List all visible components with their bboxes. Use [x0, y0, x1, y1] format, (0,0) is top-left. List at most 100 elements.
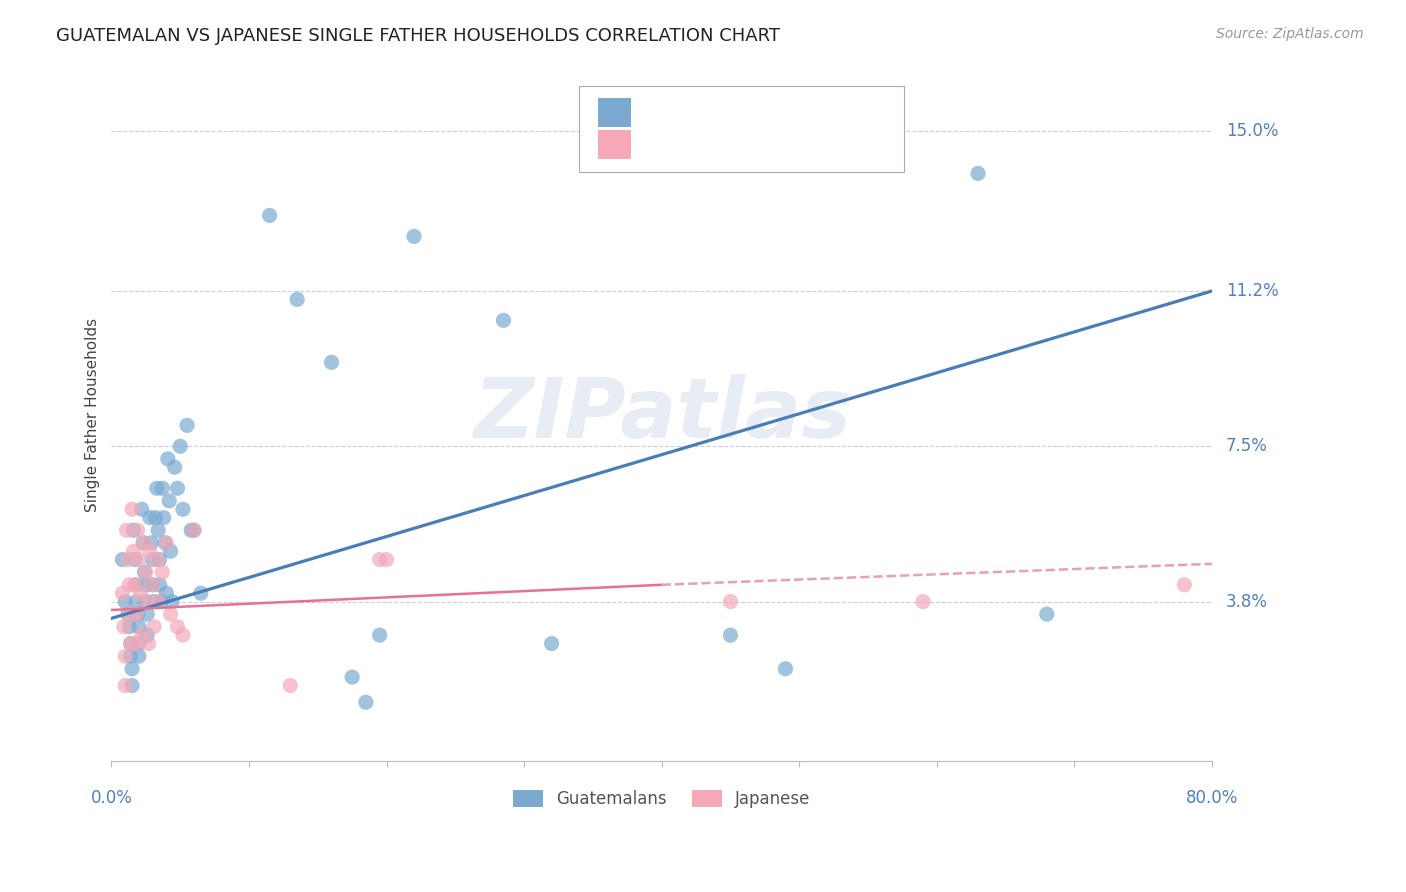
Point [112, 620, 135, 634]
Point [125, 607, 148, 622]
Point [128, 636, 150, 650]
Point [321, 355, 343, 369]
Point [135, 565, 157, 579]
Point [114, 594, 136, 608]
FancyBboxPatch shape [598, 97, 631, 127]
Point [143, 620, 166, 634]
Point [115, 523, 138, 537]
Point [180, 523, 202, 537]
Legend: Guatemalans, Japanese: Guatemalans, Japanese [506, 783, 817, 815]
Point [152, 510, 174, 524]
Text: 0.0%: 0.0% [90, 789, 132, 807]
Text: 15.0%: 15.0% [1226, 122, 1278, 140]
Point [111, 552, 134, 566]
Point [155, 536, 177, 550]
Point [148, 552, 170, 566]
Point [143, 594, 166, 608]
Point [142, 578, 165, 592]
Point [368, 552, 391, 566]
Point [1036, 607, 1059, 622]
Text: 3.8%: 3.8% [1226, 592, 1268, 611]
Point [285, 293, 308, 307]
Point [183, 523, 205, 537]
Point [163, 460, 186, 475]
Point [120, 649, 142, 664]
Point [402, 229, 425, 244]
FancyBboxPatch shape [579, 86, 904, 172]
Point [136, 628, 159, 642]
Text: R =  0.522   N = 64: R = 0.522 N = 64 [647, 103, 824, 121]
Point [125, 636, 148, 650]
Point [121, 662, 143, 676]
Point [135, 594, 157, 608]
Text: 80.0%: 80.0% [1185, 789, 1239, 807]
Text: ZIPatlas: ZIPatlas [472, 375, 851, 455]
Point [131, 628, 153, 642]
Point [1173, 578, 1195, 592]
Point [176, 418, 198, 433]
Point [117, 607, 139, 622]
Point [114, 649, 136, 664]
Point [146, 552, 169, 566]
Point [183, 523, 205, 537]
Point [122, 523, 145, 537]
Point [159, 544, 181, 558]
Point [145, 510, 167, 524]
Point [911, 594, 934, 608]
Point [127, 523, 149, 537]
Point [160, 594, 183, 608]
Text: Source: ZipAtlas.com: Source: ZipAtlas.com [1216, 27, 1364, 41]
Point [720, 594, 742, 608]
Point [124, 552, 146, 566]
Point [259, 209, 281, 223]
Point [150, 481, 173, 495]
Point [136, 594, 159, 608]
Point [720, 628, 742, 642]
Point [166, 620, 188, 634]
Point [118, 578, 141, 592]
Point [148, 523, 170, 537]
Point [114, 679, 136, 693]
Point [135, 578, 157, 592]
Text: R =  0.060   N = 39: R = 0.060 N = 39 [647, 136, 824, 153]
Point [117, 552, 139, 566]
Point [375, 552, 398, 566]
Point [120, 636, 142, 650]
Point [128, 649, 150, 664]
Point [134, 565, 156, 579]
Point [121, 679, 143, 693]
Point [139, 510, 162, 524]
Point [278, 679, 301, 693]
Point [148, 578, 170, 592]
Point [967, 166, 990, 180]
FancyBboxPatch shape [598, 130, 631, 160]
Point [157, 493, 180, 508]
Point [127, 607, 149, 622]
Y-axis label: Single Father Households: Single Father Households [86, 318, 100, 512]
Point [150, 565, 173, 579]
Point [129, 586, 152, 600]
Point [138, 636, 160, 650]
Point [128, 552, 150, 566]
Point [340, 670, 363, 684]
Text: 7.5%: 7.5% [1226, 437, 1268, 455]
Point [172, 628, 194, 642]
Point [131, 502, 153, 516]
Point [125, 578, 148, 592]
Point [368, 628, 391, 642]
Point [172, 502, 194, 516]
Text: GUATEMALAN VS JAPANESE SINGLE FATHER HOUSEHOLDS CORRELATION CHART: GUATEMALAN VS JAPANESE SINGLE FATHER HOU… [56, 27, 780, 45]
Point [169, 439, 191, 453]
Point [122, 544, 145, 558]
Point [120, 636, 142, 650]
Point [156, 451, 179, 466]
Point [190, 586, 212, 600]
Point [492, 313, 515, 327]
Point [128, 620, 150, 634]
Point [118, 607, 141, 622]
Point [166, 481, 188, 495]
Point [148, 594, 170, 608]
Point [146, 481, 169, 495]
Point [136, 607, 159, 622]
Point [142, 552, 165, 566]
